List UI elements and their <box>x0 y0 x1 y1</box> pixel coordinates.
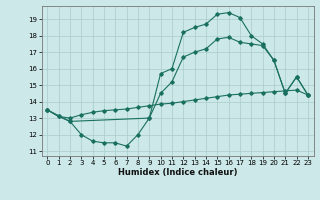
X-axis label: Humidex (Indice chaleur): Humidex (Indice chaleur) <box>118 168 237 177</box>
